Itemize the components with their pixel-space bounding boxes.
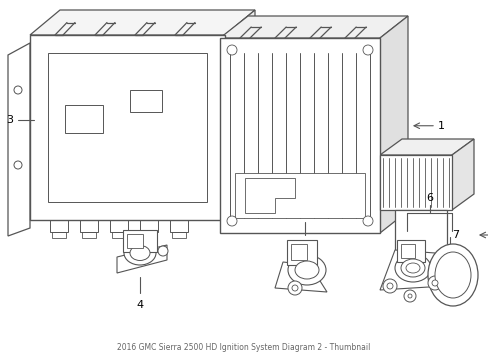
Circle shape [291, 285, 297, 291]
Polygon shape [379, 250, 444, 290]
Polygon shape [117, 245, 167, 273]
Text: 3: 3 [6, 115, 13, 125]
Polygon shape [379, 139, 473, 155]
FancyBboxPatch shape [127, 234, 142, 248]
Circle shape [158, 246, 168, 256]
FancyBboxPatch shape [394, 210, 446, 285]
Circle shape [14, 161, 22, 169]
Ellipse shape [130, 246, 150, 261]
Polygon shape [379, 16, 407, 233]
FancyBboxPatch shape [220, 38, 379, 233]
FancyBboxPatch shape [286, 240, 316, 265]
Circle shape [382, 279, 396, 293]
Polygon shape [224, 10, 254, 220]
Ellipse shape [434, 252, 470, 298]
Ellipse shape [294, 261, 318, 279]
FancyBboxPatch shape [400, 244, 414, 258]
Text: 4: 4 [136, 300, 143, 310]
Text: 1: 1 [437, 121, 444, 131]
Polygon shape [274, 262, 326, 292]
Circle shape [226, 216, 237, 226]
Polygon shape [8, 43, 30, 236]
Polygon shape [220, 16, 407, 38]
Ellipse shape [394, 254, 430, 282]
FancyBboxPatch shape [123, 230, 157, 252]
Circle shape [427, 276, 441, 290]
Text: 6: 6 [426, 193, 433, 203]
Ellipse shape [124, 241, 156, 265]
Text: 5: 5 [301, 208, 308, 218]
Text: 2016 GMC Sierra 2500 HD Ignition System Diagram 2 - Thumbnail: 2016 GMC Sierra 2500 HD Ignition System … [117, 343, 370, 352]
Polygon shape [235, 173, 364, 218]
Circle shape [14, 86, 22, 94]
Ellipse shape [405, 263, 419, 273]
Ellipse shape [287, 255, 325, 285]
Circle shape [362, 216, 372, 226]
Circle shape [407, 294, 411, 298]
FancyBboxPatch shape [379, 155, 451, 210]
Text: 7: 7 [451, 230, 458, 240]
Polygon shape [451, 139, 473, 210]
Polygon shape [244, 178, 294, 213]
FancyBboxPatch shape [290, 244, 306, 260]
Circle shape [226, 45, 237, 55]
Circle shape [403, 290, 415, 302]
Circle shape [431, 280, 437, 286]
Ellipse shape [400, 259, 424, 277]
Ellipse shape [427, 244, 477, 306]
FancyBboxPatch shape [396, 240, 424, 262]
FancyBboxPatch shape [30, 35, 224, 220]
Circle shape [386, 283, 392, 289]
Circle shape [362, 45, 372, 55]
Circle shape [287, 281, 302, 295]
Polygon shape [30, 10, 254, 35]
